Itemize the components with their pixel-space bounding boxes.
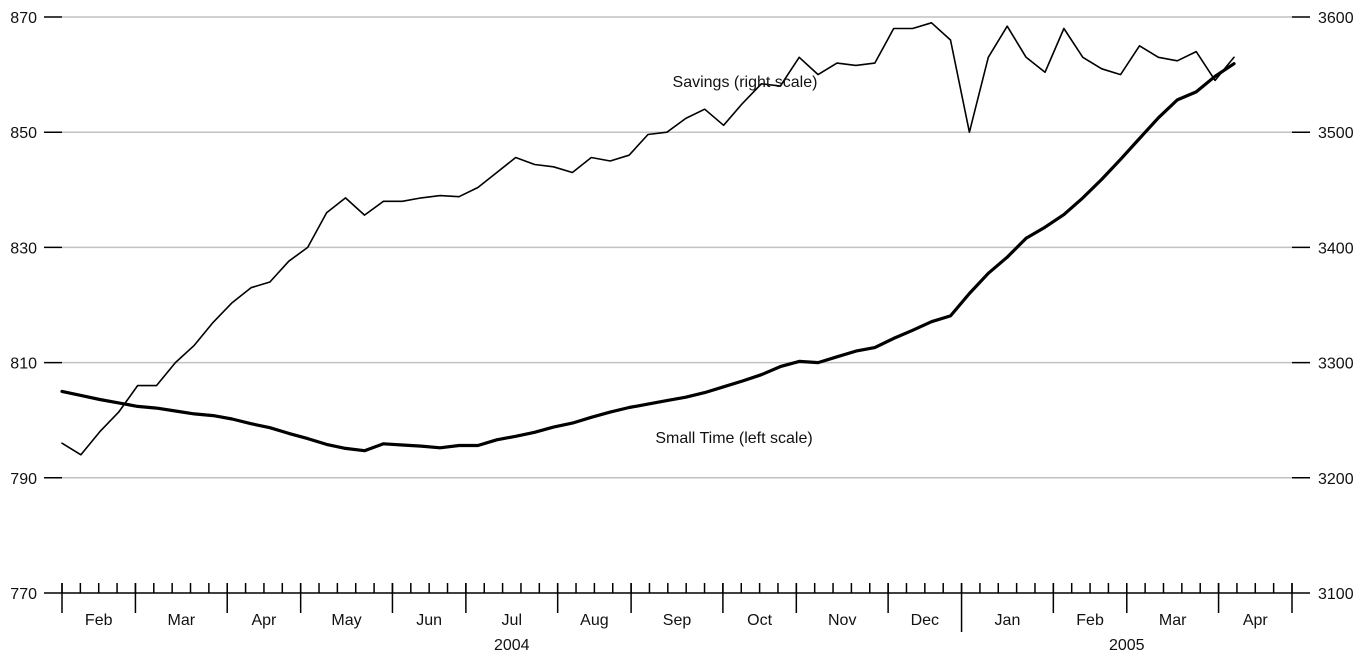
right-axis-tick-label: 3100 bbox=[1318, 586, 1354, 603]
month-label: Feb bbox=[85, 612, 113, 629]
axis-layer: 770 790 810 830 850 870 3100 3200 3300 3400 3500 36… bbox=[10, 10, 1353, 654]
month-label: Aug bbox=[580, 612, 608, 629]
month-label: Apr bbox=[251, 612, 277, 629]
month-label: Jul bbox=[502, 612, 522, 629]
grid-layer bbox=[62, 16, 1292, 479]
month-label: Mar bbox=[1159, 612, 1187, 629]
month-label: Sep bbox=[663, 612, 692, 629]
month-label: Apr bbox=[1243, 612, 1269, 629]
left-axis-tick-label: 870 bbox=[10, 10, 37, 27]
left-axis-tick-label: 810 bbox=[10, 356, 37, 373]
month-label: Feb bbox=[1076, 612, 1104, 629]
left-axis-tick-label: 790 bbox=[10, 471, 37, 488]
right-axis-tick-label: 3500 bbox=[1318, 125, 1354, 142]
annotation-small-time: Small Time (left scale) bbox=[655, 430, 812, 447]
annotation-layer: Savings (right scale) Small Time (left s… bbox=[655, 74, 817, 447]
month-label: Nov bbox=[828, 612, 856, 629]
year-label: 2004 bbox=[494, 637, 530, 654]
left-axis-tick-label: 830 bbox=[10, 240, 37, 257]
left-axis-tick-label: 850 bbox=[10, 125, 37, 142]
month-label: Oct bbox=[747, 612, 772, 629]
month-label: Jan bbox=[995, 612, 1021, 629]
month-label: May bbox=[331, 612, 361, 629]
year-label: 2005 bbox=[1109, 637, 1145, 654]
right-axis-tick-label: 3400 bbox=[1318, 240, 1354, 257]
right-axis-tick-label: 3300 bbox=[1318, 356, 1354, 373]
month-label: Mar bbox=[168, 612, 196, 629]
annotation-savings: Savings (right scale) bbox=[673, 74, 818, 91]
month-label: Dec bbox=[911, 612, 939, 629]
month-label: Jun bbox=[416, 612, 442, 629]
series-line-small-time bbox=[60, 62, 1236, 453]
right-axis-tick-label: 3600 bbox=[1318, 10, 1354, 27]
series-line-savings bbox=[61, 21, 1235, 456]
left-axis-tick-label: 770 bbox=[10, 586, 37, 603]
series-layer bbox=[60, 21, 1236, 456]
right-axis-tick-label: 3200 bbox=[1318, 471, 1354, 488]
